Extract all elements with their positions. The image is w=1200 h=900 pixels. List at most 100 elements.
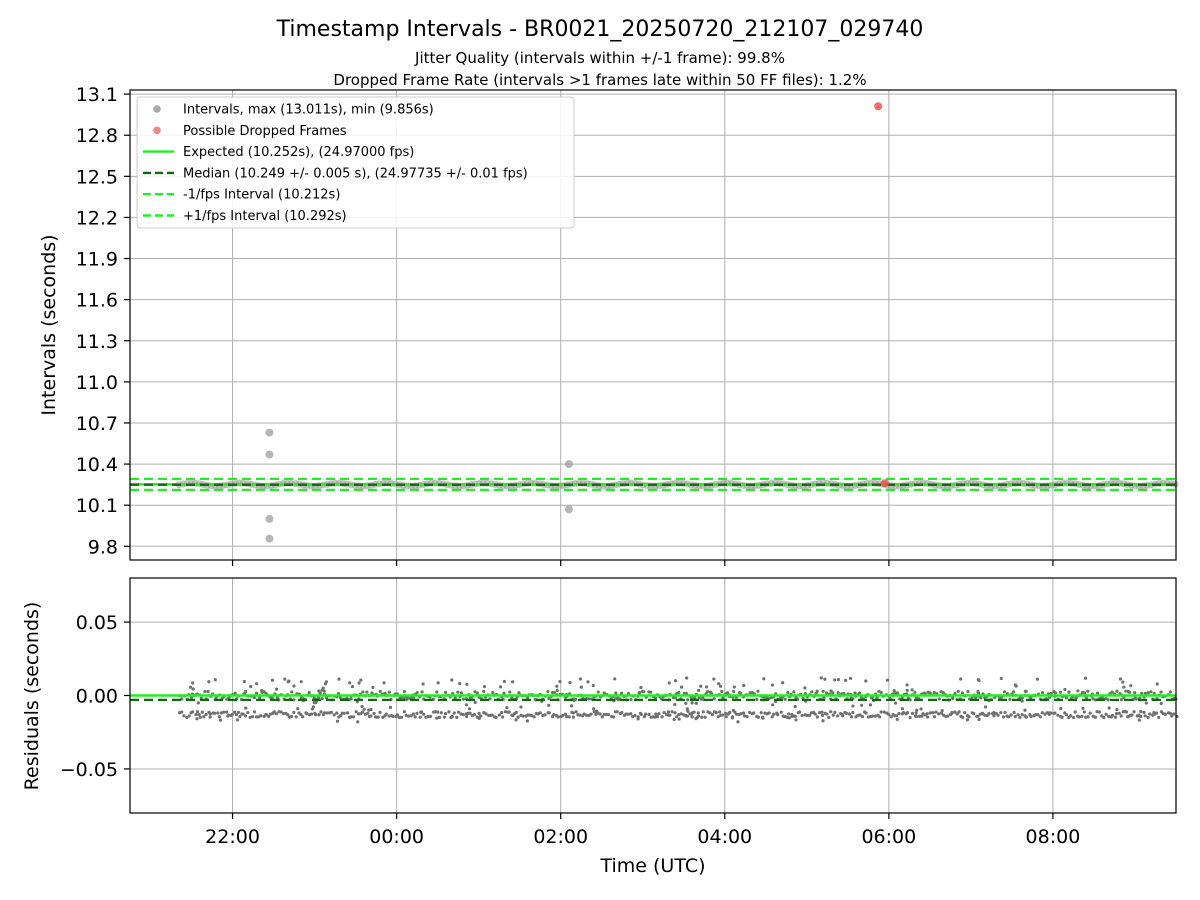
residual-point xyxy=(1122,696,1126,700)
residual-point xyxy=(1018,715,1022,720)
residual-point xyxy=(847,712,852,716)
residual-point xyxy=(477,716,481,721)
residual-point xyxy=(976,714,980,718)
residual-point xyxy=(294,715,298,719)
residual-point xyxy=(365,690,369,694)
residual-point xyxy=(1107,714,1111,719)
residual-point xyxy=(508,690,512,694)
residual-point xyxy=(675,715,679,719)
intervals-legend: Intervals, max (13.011s), min (9.856s) Po… xyxy=(136,96,575,229)
residual-point xyxy=(821,689,825,693)
residual-point xyxy=(402,689,406,694)
residual-point xyxy=(418,715,422,719)
residual-point xyxy=(286,680,290,684)
residual-point xyxy=(1002,690,1006,694)
residual-point xyxy=(611,715,616,719)
residual-point xyxy=(673,711,677,715)
residual-point xyxy=(673,679,678,683)
interval-outlier-point xyxy=(265,450,274,459)
residual-point xyxy=(457,710,461,714)
residual-point xyxy=(533,697,537,702)
residual-point xyxy=(667,681,671,685)
residual-point xyxy=(378,689,382,693)
residual-point xyxy=(314,713,318,717)
residual-point xyxy=(187,714,191,718)
residual-point xyxy=(668,713,672,717)
residual-point xyxy=(349,715,353,719)
residual-point xyxy=(507,710,511,714)
residual-point xyxy=(607,713,611,717)
residual-point xyxy=(849,676,853,680)
residual-point xyxy=(878,715,882,719)
residual-point xyxy=(312,700,316,705)
residual-point xyxy=(482,684,487,689)
residual-point xyxy=(694,701,698,705)
residual-point xyxy=(1082,691,1087,695)
residual-point xyxy=(810,690,814,694)
residual-point xyxy=(673,696,677,700)
y-tick-label: 12.2 xyxy=(76,207,118,229)
residual-point xyxy=(194,713,198,717)
residual-point xyxy=(242,679,246,684)
residual-point xyxy=(1143,691,1148,695)
residual-point xyxy=(317,689,321,693)
residual-point xyxy=(819,676,823,680)
residual-point xyxy=(547,711,551,715)
chart-subtitle-dropped: Dropped Frame Rate (intervals >1 frames … xyxy=(333,71,866,89)
residual-point xyxy=(309,712,314,716)
y-tick-label: 12.8 xyxy=(76,125,118,147)
residual-point xyxy=(858,713,862,717)
interval-outlier-point xyxy=(265,514,274,523)
residual-point xyxy=(653,715,657,719)
residual-point xyxy=(254,691,259,695)
residual-point xyxy=(532,715,536,719)
residual-point xyxy=(191,681,195,685)
residual-point xyxy=(696,711,700,715)
residual-point xyxy=(1100,714,1104,718)
residual-point xyxy=(720,689,724,693)
residual-point xyxy=(391,714,395,718)
residual-point xyxy=(1127,714,1131,718)
residual-point xyxy=(1113,715,1118,719)
residual-point xyxy=(1159,690,1163,694)
residual-point xyxy=(824,691,829,695)
residual-point xyxy=(521,714,525,718)
residual-point xyxy=(1139,714,1143,719)
residual-point xyxy=(491,691,495,695)
residual-point xyxy=(983,705,988,709)
residual-point xyxy=(375,715,379,719)
residual-point xyxy=(596,690,600,694)
residual-point xyxy=(908,698,912,702)
residual-point xyxy=(939,711,944,715)
residual-point xyxy=(1003,710,1007,715)
residual-point xyxy=(465,714,469,719)
residual-point xyxy=(244,706,248,710)
residual-point xyxy=(252,710,257,714)
residual-point xyxy=(887,712,891,717)
residual-point xyxy=(794,718,798,722)
residual-point xyxy=(759,711,763,715)
residual-point xyxy=(629,698,633,702)
residual-point xyxy=(555,684,559,688)
residual-point xyxy=(892,688,896,693)
residual-point xyxy=(772,712,776,716)
residual-point xyxy=(1106,698,1110,702)
residual-point xyxy=(571,715,575,719)
residual-point xyxy=(286,713,290,717)
residuals-series xyxy=(130,676,1179,724)
residual-point xyxy=(1132,710,1136,714)
residual-point xyxy=(967,715,971,719)
residual-point xyxy=(236,710,241,715)
residual-point xyxy=(1059,707,1063,711)
residual-point xyxy=(953,710,957,714)
residual-point xyxy=(435,690,439,694)
residual-point xyxy=(221,710,226,714)
residual-point xyxy=(387,690,391,694)
residual-point xyxy=(1064,696,1069,700)
legend-entry-label: Intervals, max (13.011s), min (9.856s) xyxy=(183,103,434,118)
residual-point xyxy=(836,691,840,695)
residual-point xyxy=(274,712,278,716)
residual-point xyxy=(1134,697,1138,701)
residual-point xyxy=(1142,710,1146,714)
